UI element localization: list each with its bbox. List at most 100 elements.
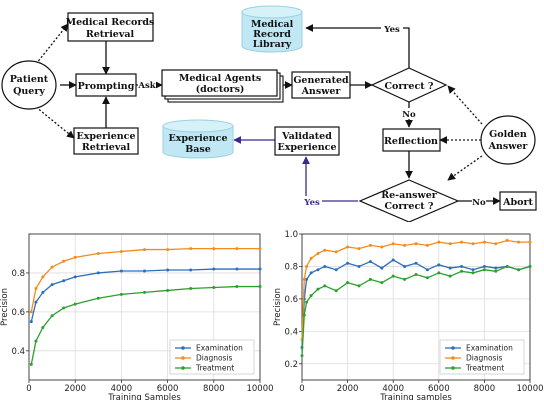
y-tick-label: 1.0 xyxy=(284,230,298,240)
data-point-examination xyxy=(437,263,441,267)
data-point-diagnosis xyxy=(357,247,361,251)
data-point-treatment xyxy=(29,362,33,366)
yes-bottom-label: Yes xyxy=(303,198,320,208)
reanswer-decision-node xyxy=(358,179,460,222)
data-point-treatment xyxy=(300,354,304,358)
prompting-label: Prompting xyxy=(78,81,135,92)
record-library-top xyxy=(241,5,303,19)
x-tick-label: 8000 xyxy=(203,384,225,394)
data-point-diagnosis xyxy=(29,310,33,314)
data-point-examination xyxy=(494,266,498,270)
data-point-treatment xyxy=(368,277,372,281)
data-point-examination xyxy=(403,264,407,268)
legend-marker xyxy=(181,366,185,370)
x-tick-label: 10000 xyxy=(246,384,273,394)
data-point-examination xyxy=(334,268,338,272)
legend-box xyxy=(439,339,525,375)
legend-marker xyxy=(451,346,455,350)
data-point-diagnosis xyxy=(346,245,350,249)
experience-retrieval-line1: Experience xyxy=(77,131,136,142)
data-point-treatment xyxy=(34,339,38,343)
ask-label-bg xyxy=(138,79,156,90)
reflection-node xyxy=(382,128,441,152)
data-point-treatment xyxy=(309,294,313,298)
data-point-diagnosis xyxy=(437,240,441,244)
x-tick-label: 6000 xyxy=(428,384,450,394)
data-point-treatment xyxy=(414,273,418,277)
data-point-treatment xyxy=(437,271,441,275)
records-retrieval-line2: Retrieval xyxy=(86,29,135,40)
validated-experience-line1: Validated xyxy=(281,131,332,142)
data-point-diagnosis xyxy=(34,287,38,291)
data-point-examination xyxy=(482,264,486,268)
data-point-diagnosis xyxy=(505,238,509,242)
data-point-examination xyxy=(414,261,418,265)
data-point-examination xyxy=(62,279,66,283)
series-line-examination xyxy=(30,268,260,322)
data-point-examination xyxy=(119,269,123,273)
y-tick-label: 0.8 xyxy=(284,262,298,272)
data-point-treatment xyxy=(494,269,498,273)
patient-query-node xyxy=(1,60,57,110)
data-point-treatment xyxy=(380,281,384,285)
data-point-examination xyxy=(235,267,239,271)
data-point-diagnosis xyxy=(334,250,338,254)
data-point-examination xyxy=(258,267,262,271)
data-point-diagnosis xyxy=(41,275,45,279)
data-point-treatment xyxy=(50,314,54,318)
experience-base-top xyxy=(162,119,234,133)
data-point-diagnosis xyxy=(96,251,100,255)
data-point-treatment xyxy=(403,277,407,281)
record-library-body xyxy=(241,12,303,53)
data-point-treatment xyxy=(189,287,193,291)
legend-label: Diagnosis xyxy=(466,354,503,363)
x-tick-label: 0 xyxy=(26,384,31,394)
generated-answer-line1: Generated xyxy=(293,75,349,86)
data-point-diagnosis xyxy=(309,256,313,260)
data-point-examination xyxy=(305,277,309,281)
data-point-diagnosis xyxy=(50,265,54,269)
x-tick-label: 0 xyxy=(299,384,304,394)
correct-label: Correct ? xyxy=(385,81,434,92)
data-point-treatment xyxy=(96,296,100,300)
data-point-examination xyxy=(323,264,327,268)
abort-node xyxy=(499,191,537,211)
x-tick-label: 2000 xyxy=(64,384,86,394)
data-point-examination xyxy=(460,264,464,268)
medical-agents-node xyxy=(161,69,278,97)
plot-frame xyxy=(28,233,261,381)
data-point-diagnosis xyxy=(448,242,452,246)
data-point-diagnosis xyxy=(517,240,521,244)
experience-base-body xyxy=(162,126,234,159)
series-line-diagnosis xyxy=(301,239,530,340)
data-point-examination xyxy=(471,268,475,272)
no-mid-label-bg xyxy=(402,108,417,119)
experience-base-line2: Base xyxy=(185,144,211,155)
data-point-diagnosis xyxy=(494,242,498,246)
data-point-examination xyxy=(425,268,429,272)
data-point-diagnosis xyxy=(258,247,262,251)
yes-top-label-bg xyxy=(381,23,403,34)
generated-answer-line2: Answer xyxy=(301,86,342,97)
edge-golden-reanswer xyxy=(447,155,483,181)
data-point-examination xyxy=(316,268,320,272)
data-point-examination xyxy=(357,264,361,268)
x-tick-label: 10000 xyxy=(516,384,543,394)
reanswer-line2: Correct ? xyxy=(385,201,434,212)
data-point-treatment xyxy=(448,274,452,278)
records-retrieval-node xyxy=(67,12,154,42)
data-point-diagnosis xyxy=(73,255,77,259)
x-tick-label: 2000 xyxy=(337,384,359,394)
data-point-examination xyxy=(528,264,532,268)
data-point-diagnosis xyxy=(380,245,384,249)
series-line-examination xyxy=(301,259,531,348)
y-tick-label: 0.6 xyxy=(11,308,25,318)
experience-retrieval-line2: Retrieval xyxy=(82,142,131,153)
data-point-treatment xyxy=(258,285,262,289)
yes-bottom-label-bg xyxy=(302,196,322,207)
y-axis-label: Precision xyxy=(0,288,10,326)
data-point-diagnosis xyxy=(235,247,239,251)
